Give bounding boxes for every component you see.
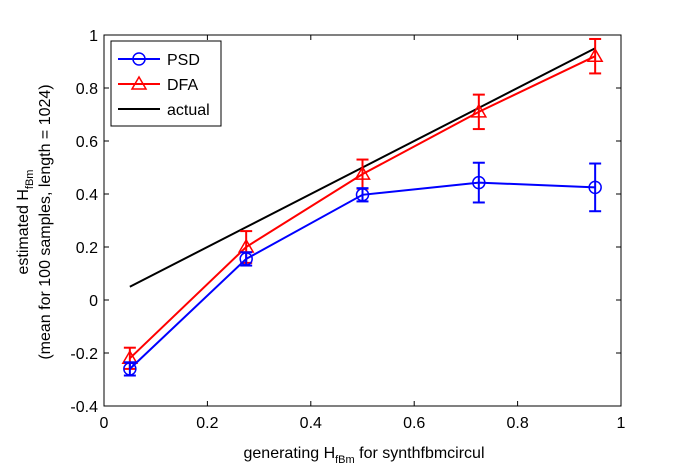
y-tick-label: 0.6	[76, 134, 98, 151]
x-axis-label: generating HfBm for synthfbmcircul	[244, 445, 485, 466]
data-point-circle	[355, 188, 370, 202]
legend-marker-circle	[132, 52, 146, 66]
data-point-circle	[588, 180, 602, 195]
legend-label: DFA	[167, 77, 198, 94]
series-psd	[123, 161, 602, 377]
x-tick-label: 0.6	[403, 415, 425, 432]
data-point-triangle	[354, 165, 371, 180]
x-tick-label: 0.8	[506, 415, 528, 432]
data-point-triangle	[586, 47, 604, 62]
legend-entry-dfa: DFA	[118, 75, 198, 94]
data-point-circle	[123, 362, 137, 376]
svg-text:estimated HfBm: estimated HfBm	[15, 170, 36, 275]
legend: PSD DFA actual	[110, 40, 222, 127]
y-tick-label: 0.4	[76, 187, 98, 204]
y-axis: -0.4 -0.2 0 0.2 0.4 0.6 0.8 1	[70, 28, 621, 416]
series-dfa	[121, 37, 604, 370]
legend-marker-triangle	[130, 75, 148, 90]
legend-entry-actual: actual	[118, 102, 210, 119]
legend-entry-psd: PSD	[118, 52, 200, 69]
svg-text:(mean for 100 samples, length: (mean for 100 samples, length = 1024)	[37, 84, 54, 359]
legend-label: PSD	[167, 52, 200, 69]
legend-label: actual	[167, 102, 210, 119]
x-tick-label: 1	[617, 415, 626, 432]
y-tick-label: 0.2	[76, 240, 98, 257]
x-tick-label: 0.4	[300, 415, 322, 432]
y-tick-label: -0.4	[70, 399, 98, 416]
y-axis-label: estimated HfBm (mean for 100 samples, le…	[15, 84, 54, 359]
y-tick-label: 1	[89, 28, 98, 45]
data-point-circle	[239, 252, 253, 266]
x-tick-label: 0.2	[196, 415, 218, 432]
data-point-triangle	[470, 103, 488, 118]
y-tick-label: 0.8	[76, 81, 98, 98]
data-point-circle	[472, 175, 486, 190]
y-tick-label: -0.2	[70, 346, 98, 363]
x-axis: 0 0.2 0.4 0.6 0.8 1	[100, 35, 626, 432]
series-layer	[121, 37, 604, 377]
y-tick-label: 0	[89, 293, 98, 310]
x-tick-label: 0	[100, 415, 109, 432]
